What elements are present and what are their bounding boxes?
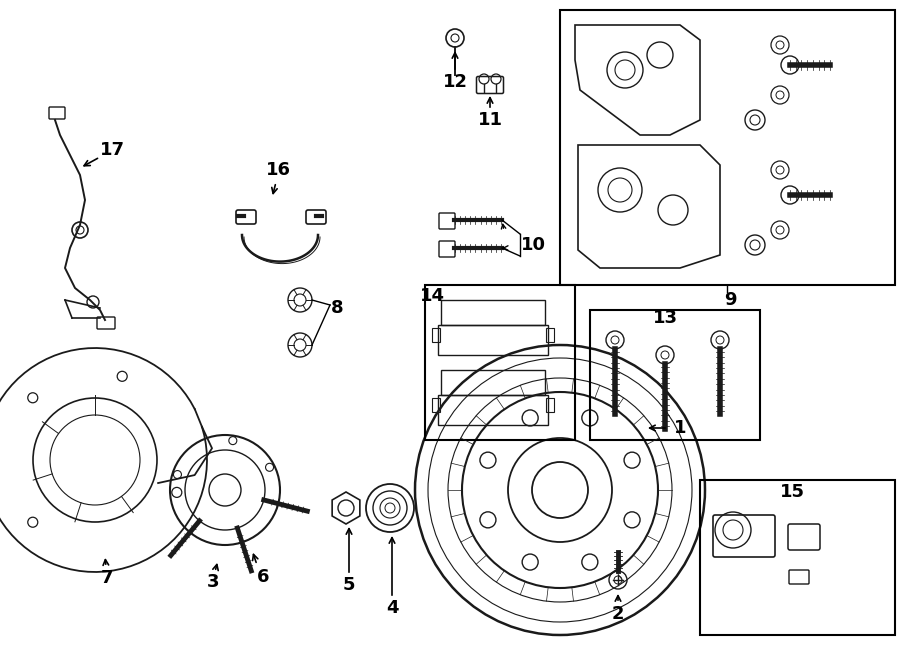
Text: 2: 2 <box>612 605 625 623</box>
Text: 1: 1 <box>674 419 686 437</box>
Text: 7: 7 <box>101 569 113 587</box>
Text: 5: 5 <box>343 576 356 594</box>
Bar <box>432 397 440 412</box>
Bar <box>441 370 545 395</box>
Text: 6: 6 <box>256 568 269 586</box>
Bar <box>590 310 760 440</box>
Bar <box>425 285 575 440</box>
Bar <box>560 10 895 285</box>
Text: 15: 15 <box>779 483 805 501</box>
Bar <box>546 327 554 342</box>
Text: 10: 10 <box>520 236 545 254</box>
Text: 4: 4 <box>386 599 398 617</box>
Text: 11: 11 <box>478 111 502 129</box>
Text: 14: 14 <box>419 287 445 305</box>
Text: 9: 9 <box>724 291 736 309</box>
Text: 17: 17 <box>100 141 124 159</box>
Text: 12: 12 <box>443 73 467 91</box>
Bar <box>700 480 895 635</box>
Text: 16: 16 <box>266 161 291 179</box>
Bar <box>438 395 548 425</box>
Text: 3: 3 <box>207 573 220 591</box>
Bar <box>546 397 554 412</box>
Bar <box>438 325 548 355</box>
Bar <box>432 327 440 342</box>
Text: 8: 8 <box>330 299 343 317</box>
Bar <box>441 300 545 325</box>
Text: 13: 13 <box>652 309 678 327</box>
